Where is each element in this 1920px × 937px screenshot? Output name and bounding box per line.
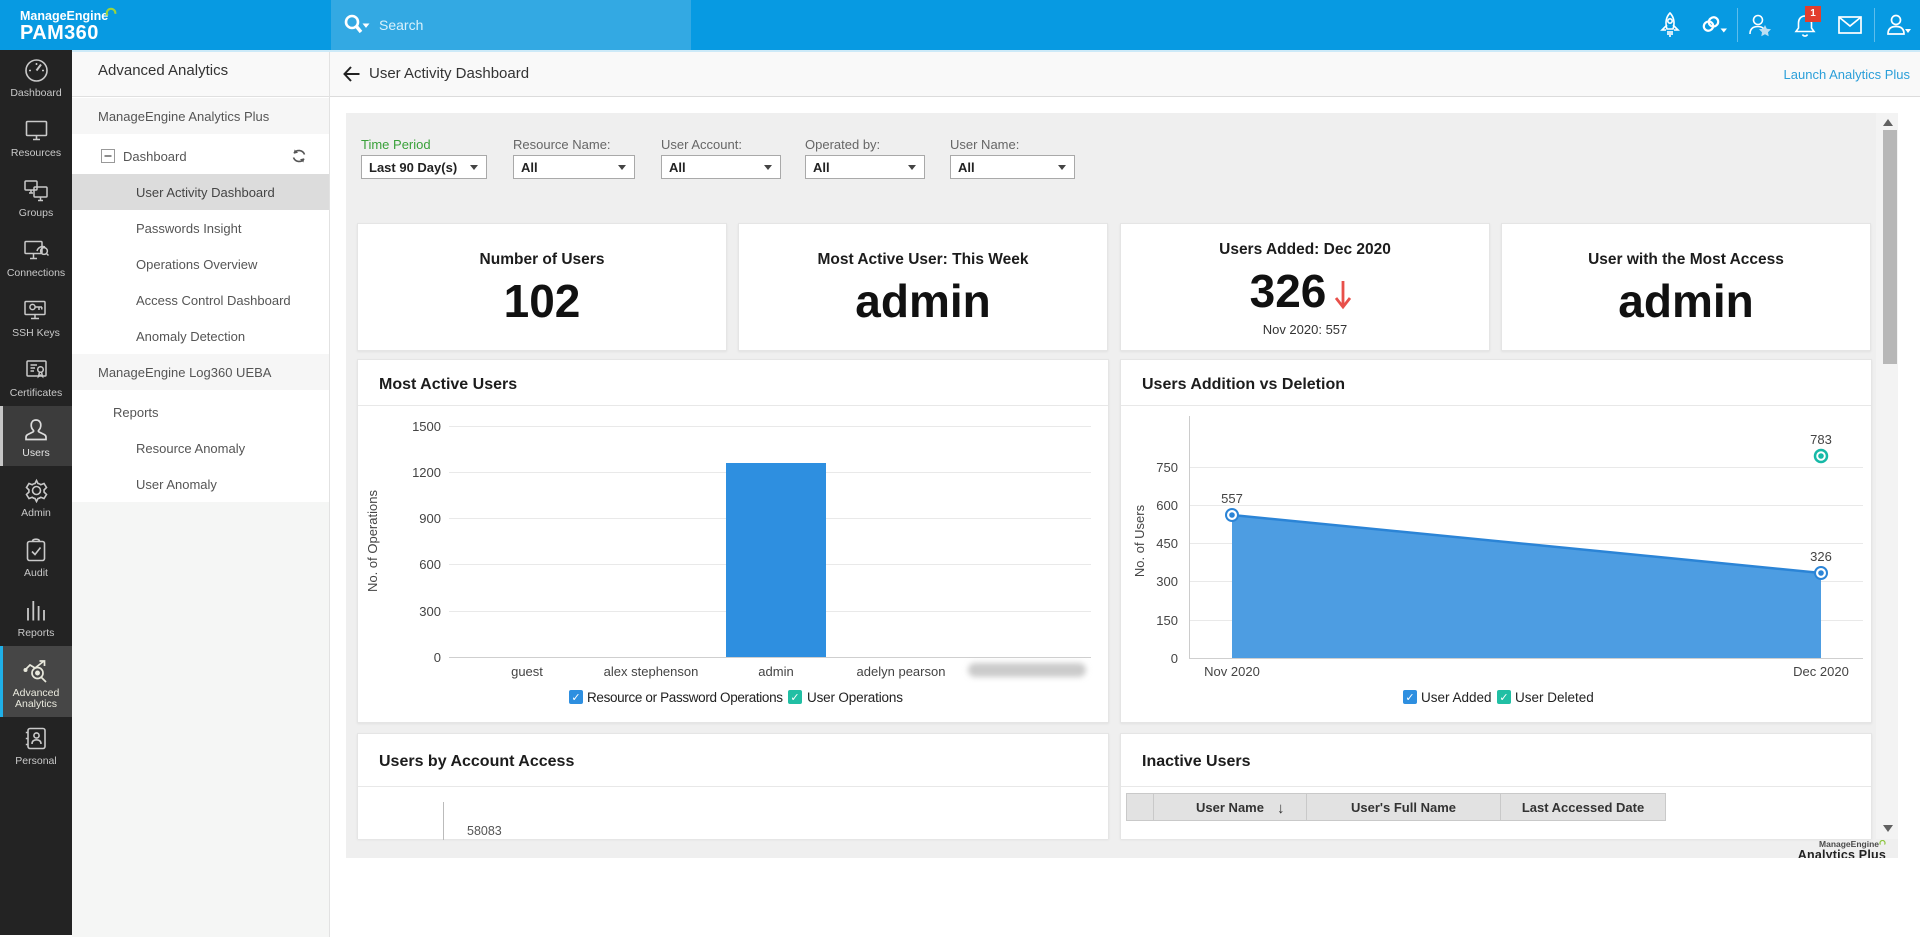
svg-text:1500: 1500 bbox=[412, 419, 441, 434]
svg-text:Resource or Password Operation: Resource or Password Operations bbox=[587, 690, 783, 705]
svg-text:300: 300 bbox=[419, 604, 441, 619]
svg-text:557: 557 bbox=[1221, 491, 1243, 506]
svg-text:alex stephenson: alex stephenson bbox=[604, 664, 699, 679]
svg-text:0: 0 bbox=[434, 650, 441, 665]
svg-text:✓: ✓ bbox=[1405, 692, 1414, 704]
svg-text:No. of Operations: No. of Operations bbox=[365, 490, 380, 592]
svg-text:600: 600 bbox=[419, 557, 441, 572]
svg-text:User Deleted: User Deleted bbox=[1515, 690, 1594, 705]
svg-text:0: 0 bbox=[1171, 651, 1178, 666]
svg-text:326: 326 bbox=[1810, 549, 1832, 564]
svg-text:✓: ✓ bbox=[571, 692, 580, 704]
svg-text:✓: ✓ bbox=[790, 692, 799, 704]
svg-text:1200: 1200 bbox=[412, 465, 441, 480]
svg-text:783: 783 bbox=[1810, 432, 1832, 447]
svg-text:600: 600 bbox=[1156, 498, 1178, 513]
svg-text:adelyn pearson: adelyn pearson bbox=[857, 664, 946, 679]
svg-text:150: 150 bbox=[1156, 613, 1178, 628]
svg-text:No. of Users: No. of Users bbox=[1132, 504, 1147, 577]
svg-text:Nov 2020: Nov 2020 bbox=[1204, 664, 1260, 679]
svg-text:✓: ✓ bbox=[1499, 692, 1508, 704]
svg-text:450: 450 bbox=[1156, 536, 1178, 551]
svg-text:Dec 2020: Dec 2020 bbox=[1793, 664, 1849, 679]
svg-text:300: 300 bbox=[1156, 574, 1178, 589]
svg-text:guest: guest bbox=[511, 664, 543, 679]
svg-text:User Operations: User Operations bbox=[807, 690, 903, 705]
svg-text:750: 750 bbox=[1156, 460, 1178, 475]
svg-text:User Added: User Added bbox=[1421, 690, 1492, 705]
svg-text:900: 900 bbox=[419, 511, 441, 526]
svg-text:admin: admin bbox=[758, 664, 793, 679]
